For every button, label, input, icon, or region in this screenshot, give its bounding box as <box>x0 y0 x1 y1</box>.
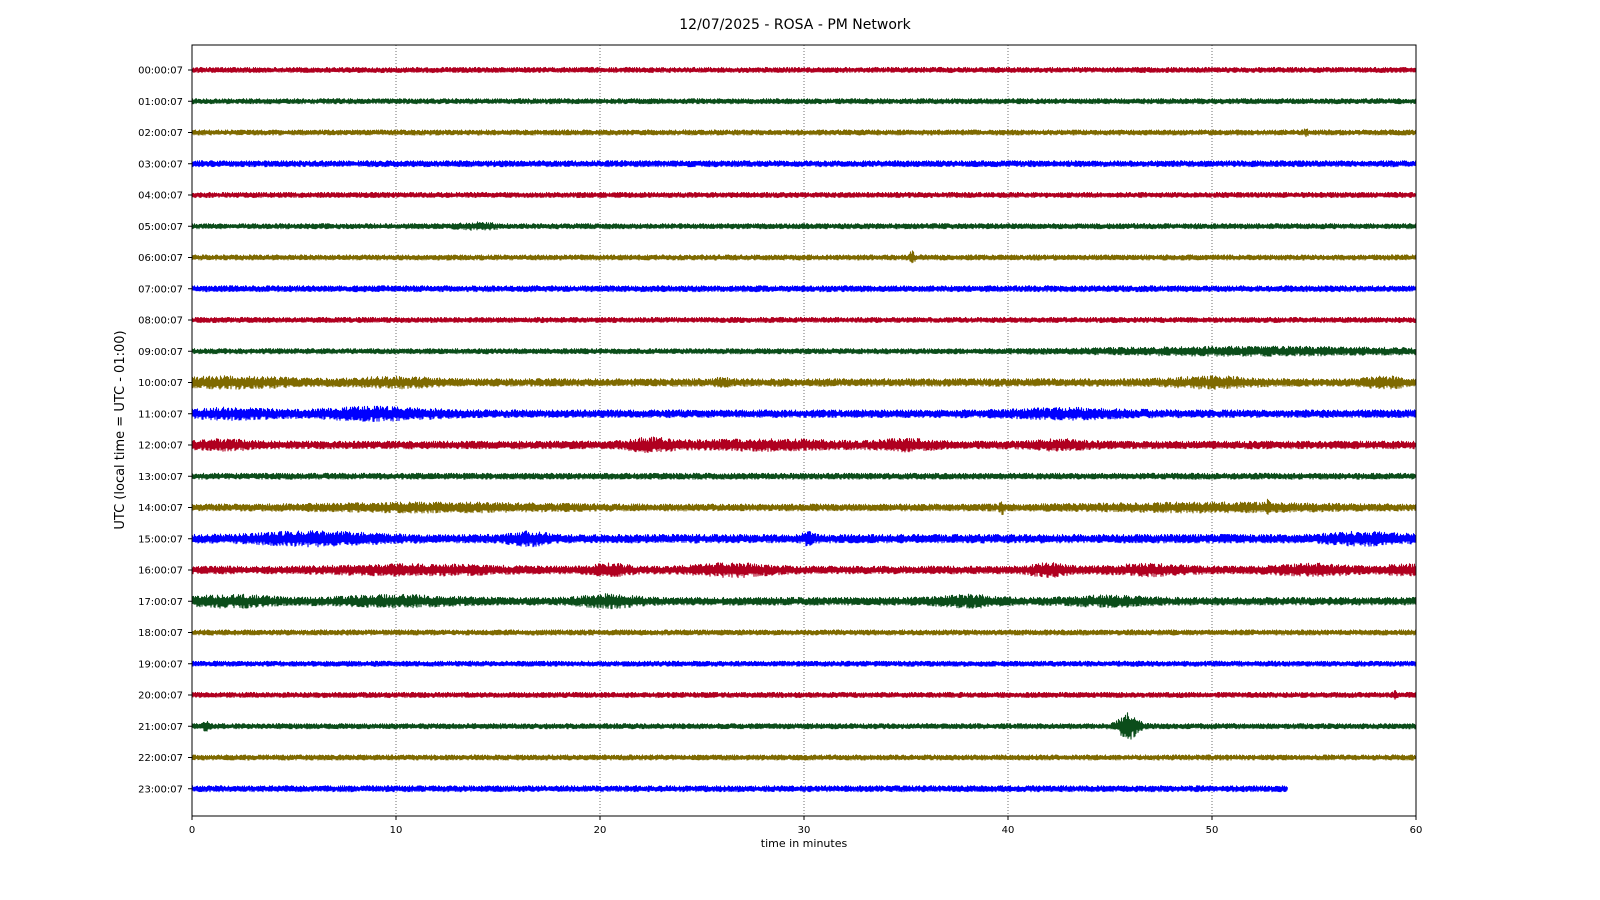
y-tick-label: 15:00:07 <box>138 534 183 545</box>
y-tick-label: 03:00:07 <box>138 159 183 170</box>
y-tick-label: 05:00:07 <box>138 222 183 233</box>
y-tick-label: 04:00:07 <box>138 191 183 202</box>
y-tick-label: 02:00:07 <box>138 128 183 139</box>
x-axis-label: time in minutes <box>761 837 848 850</box>
y-tick-label: 01:00:07 <box>138 97 183 108</box>
x-tick-label: 40 <box>1002 825 1015 836</box>
chart-title: 12/07/2025 - ROSA - PM Network <box>679 17 911 33</box>
trace-line <box>192 473 1416 479</box>
y-tick-label: 08:00:07 <box>138 316 183 327</box>
x-tick-label: 30 <box>798 825 811 836</box>
y-tick-label: 23:00:07 <box>138 784 183 795</box>
y-tick-label: 00:00:07 <box>138 66 183 77</box>
y-tick-label: 19:00:07 <box>138 659 183 670</box>
x-tick-label: 60 <box>1410 825 1423 836</box>
y-tick-label: 18:00:07 <box>138 628 183 639</box>
y-tick-label: 14:00:07 <box>138 503 183 514</box>
y-tick-label: 07:00:07 <box>138 284 183 295</box>
y-tick-label: 11:00:07 <box>138 409 183 420</box>
x-tick-label: 50 <box>1206 825 1219 836</box>
y-tick-label: 12:00:07 <box>138 441 183 452</box>
x-tick-label: 20 <box>594 825 607 836</box>
y-tick-label: 13:00:07 <box>138 472 183 483</box>
x-tick-label: 10 <box>390 825 403 836</box>
y-tick-label: 22:00:07 <box>138 753 183 764</box>
x-tick-label: 0 <box>189 825 195 836</box>
y-tick-label: 10:00:07 <box>138 378 183 389</box>
y-tick-label: 06:00:07 <box>138 253 183 264</box>
trace-line <box>192 661 1416 666</box>
y-tick-label: 17:00:07 <box>138 597 183 608</box>
y-tick-label: 21:00:07 <box>138 722 183 733</box>
y-axis-label: UTC (local time = UTC - 01:00) <box>113 330 128 529</box>
y-tick-label: 16:00:07 <box>138 566 183 577</box>
y-tick-label: 20:00:07 <box>138 691 183 702</box>
y-tick-label: 09:00:07 <box>138 347 183 358</box>
